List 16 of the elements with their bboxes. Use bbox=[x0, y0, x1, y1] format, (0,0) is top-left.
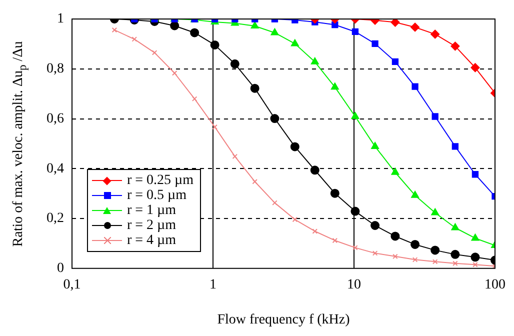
x-tick-label: 10 bbox=[347, 277, 361, 292]
legend-label: r = 0.25 µm bbox=[127, 173, 194, 188]
y-tick-label: 0,6 bbox=[46, 111, 64, 126]
y-tick-label: 0 bbox=[57, 261, 64, 276]
y-tick-label: 0,2 bbox=[46, 211, 64, 226]
x-tick-label: 1 bbox=[210, 277, 216, 292]
x-tick-label: 100 bbox=[484, 277, 506, 292]
x-axis-title: Flow frequency f (kHz) bbox=[217, 312, 350, 328]
legend-label: r = 0.5 µm bbox=[127, 188, 187, 204]
legend-label: r = 4 µm bbox=[127, 233, 176, 248]
y-tick-label: 0,4 bbox=[46, 161, 64, 176]
y-tick-label: 1 bbox=[57, 12, 64, 27]
x-tick-label: 0,1 bbox=[63, 277, 81, 292]
legend-label: r = 1 µm bbox=[127, 203, 176, 218]
legend-label: r = 2 µm bbox=[127, 218, 176, 234]
y-tick-label: 0,8 bbox=[46, 62, 64, 77]
